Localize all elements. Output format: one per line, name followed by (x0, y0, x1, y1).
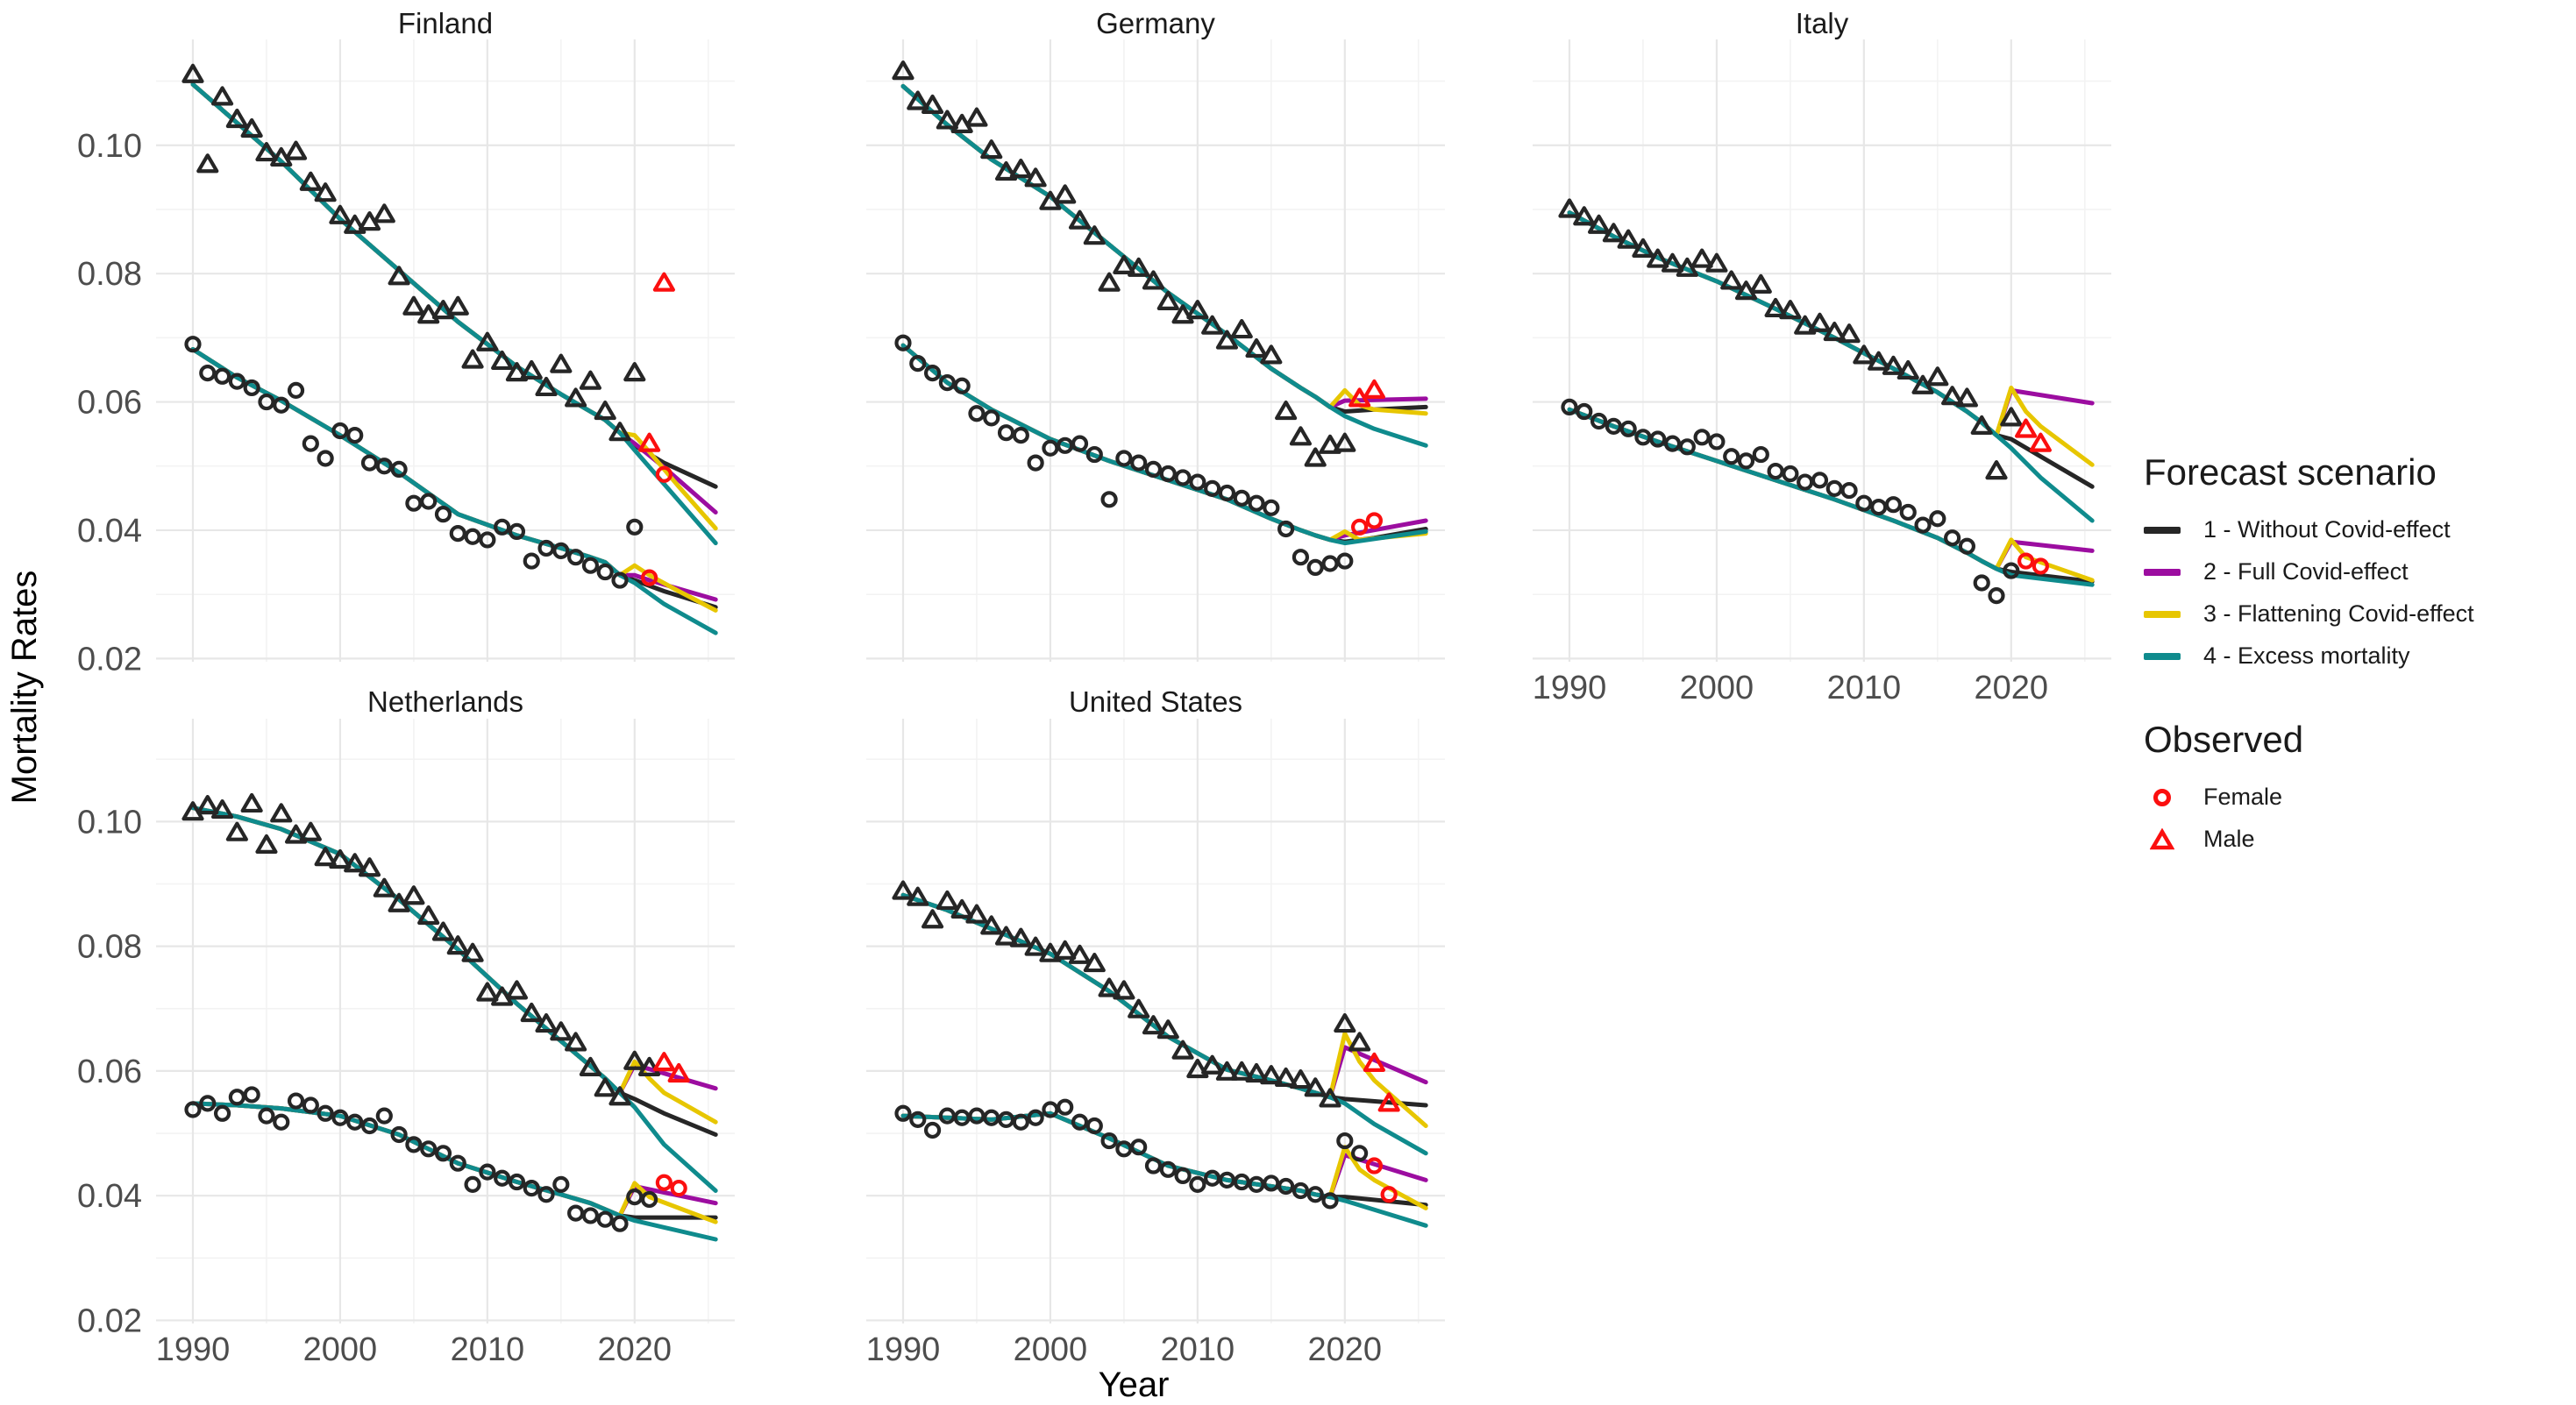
svg-text:1990: 1990 (1533, 670, 1607, 706)
svg-text:1990: 1990 (156, 1331, 231, 1368)
svg-text:0.02: 0.02 (77, 641, 142, 678)
svg-text:0.08: 0.08 (77, 929, 142, 966)
svg-text:2000: 2000 (1680, 670, 1754, 706)
svg-text:2020: 2020 (598, 1331, 672, 1368)
legend-item-observed-male: Male (2144, 826, 2565, 853)
legend-observed-title: Observed (2144, 719, 2304, 760)
panel-title-netherlands: Netherlands (367, 685, 523, 718)
legend-label: Male (2203, 826, 2255, 852)
svg-text:2010: 2010 (451, 1331, 525, 1368)
svg-text:0.06: 0.06 (77, 1054, 142, 1090)
y-axis-title: Mortality Rates (5, 570, 44, 805)
scenario-3-line-swatch-icon (2144, 610, 2181, 618)
legend-label: 1 - Without Covid-effect (2203, 516, 2451, 543)
svg-text:2010: 2010 (1161, 1331, 1235, 1368)
svg-text:2020: 2020 (1308, 1331, 1383, 1368)
legend-item-scenario-1: 1 - Without Covid-effect (2144, 516, 2565, 543)
svg-text:1990: 1990 (866, 1331, 941, 1368)
svg-text:0.04: 0.04 (77, 513, 142, 550)
svg-text:0.02: 0.02 (77, 1302, 142, 1339)
svg-text:0.04: 0.04 (77, 1178, 142, 1215)
legend-label: 2 - Full Covid-effect (2203, 558, 2409, 585)
panel-title-germany: Germany (1096, 7, 1215, 39)
svg-text:0.10: 0.10 (77, 128, 142, 165)
male-triangle-marker-icon (2144, 827, 2181, 851)
x-axis-title: Year (1098, 1366, 1170, 1404)
svg-text:2020: 2020 (1975, 670, 2049, 706)
svg-text:2000: 2000 (1014, 1331, 1088, 1368)
panel-title-italy: Italy (1795, 7, 1849, 39)
legend-forecast-title: Forecast scenario (2144, 451, 2437, 493)
legend: Forecast scenario 1 - Without Covid-effe… (2144, 451, 2565, 868)
legend-label: Female (2203, 784, 2283, 810)
svg-text:0.06: 0.06 (77, 385, 142, 422)
scenario-2-line-swatch-icon (2144, 568, 2181, 576)
female-circle-marker-icon (2144, 786, 2181, 809)
legend-label: 4 - Excess mortality (2203, 642, 2410, 669)
panel-title-finland: Finland (397, 7, 494, 39)
svg-text:2000: 2000 (303, 1331, 378, 1368)
legend-item-scenario-2: 2 - Full Covid-effect (2144, 558, 2565, 585)
svg-text:0.08: 0.08 (77, 256, 142, 293)
scenario-1-line-swatch-icon (2144, 526, 2181, 534)
legend-item-scenario-3: 3 - Flattening Covid-effect (2144, 600, 2565, 628)
svg-text:2010: 2010 (1827, 670, 1902, 706)
panel-title-united-states: United States (1068, 685, 1243, 718)
scenario-4-line-swatch-icon (2144, 652, 2181, 660)
legend-item-scenario-4: 4 - Excess mortality (2144, 642, 2565, 670)
svg-text:0.10: 0.10 (77, 804, 142, 841)
legend-item-observed-female: Female (2144, 784, 2565, 811)
legend-label: 3 - Flattening Covid-effect (2203, 600, 2474, 627)
